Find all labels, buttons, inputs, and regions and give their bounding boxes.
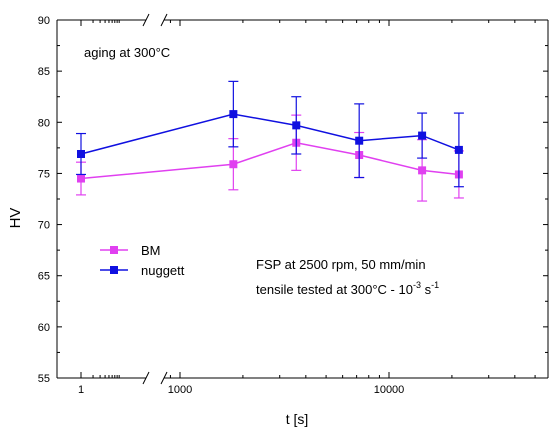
- annotation-fsp: FSP at 2500 rpm, 50 mm/min: [256, 257, 426, 272]
- x-tick-label: 1000: [168, 384, 192, 396]
- y-tick-label: 55: [38, 373, 50, 385]
- y-tick-label: 60: [38, 322, 50, 334]
- annotation-tensile-exp1: -3: [413, 280, 421, 290]
- axis-break-mark: [160, 13, 168, 27]
- data-point: [418, 166, 427, 175]
- data-point: [355, 136, 364, 145]
- x-tick-label: 10000: [374, 384, 405, 396]
- y-tick-label: 90: [38, 15, 50, 27]
- legend: BM nuggett: [100, 243, 185, 278]
- series-line: [80, 113, 460, 155]
- data-point: [418, 131, 427, 140]
- y-axis-label: HV: [7, 208, 24, 229]
- series-line: [80, 141, 459, 180]
- y-tick-label: 85: [38, 66, 50, 78]
- x-tick-label: 1: [78, 384, 84, 396]
- y-tick-label: 65: [38, 271, 50, 283]
- data-point: [229, 160, 238, 169]
- annotation-tensile: tensile tested at 300°C - 10-3 s-1: [256, 280, 439, 297]
- annotation-tensile-unit: s: [421, 282, 432, 297]
- y-axis: 55 60 65 70 75 80 85 90: [38, 15, 548, 385]
- legend-bm-marker: [110, 246, 118, 254]
- data-point: [292, 121, 301, 130]
- series-layer: [76, 80, 464, 202]
- data-point: [77, 149, 85, 158]
- annotation-aging: aging at 300°C: [84, 45, 170, 60]
- axis-break-mark: [142, 371, 150, 385]
- y-tick-label: 75: [38, 168, 50, 180]
- x-axis-label: t [s]: [286, 411, 309, 427]
- data-point: [77, 174, 85, 183]
- series-nuggett: [76, 80, 464, 188]
- legend-nuggett-marker: [110, 266, 118, 274]
- annotation-tensile-main: tensile tested at 300°C - 10: [256, 282, 413, 297]
- data-point: [454, 145, 463, 154]
- x-axis: 1 1000 10000: [78, 20, 536, 396]
- annotation-tensile-exp2: -1: [431, 280, 439, 290]
- axis-break-mark: [160, 371, 168, 385]
- legend-bm-label: BM: [141, 243, 161, 258]
- data-point: [229, 110, 238, 119]
- y-tick-label: 80: [38, 117, 50, 129]
- axis-break-mark: [142, 13, 150, 27]
- y-tick-label: 70: [38, 220, 50, 232]
- legend-nuggett-label: nuggett: [141, 263, 185, 278]
